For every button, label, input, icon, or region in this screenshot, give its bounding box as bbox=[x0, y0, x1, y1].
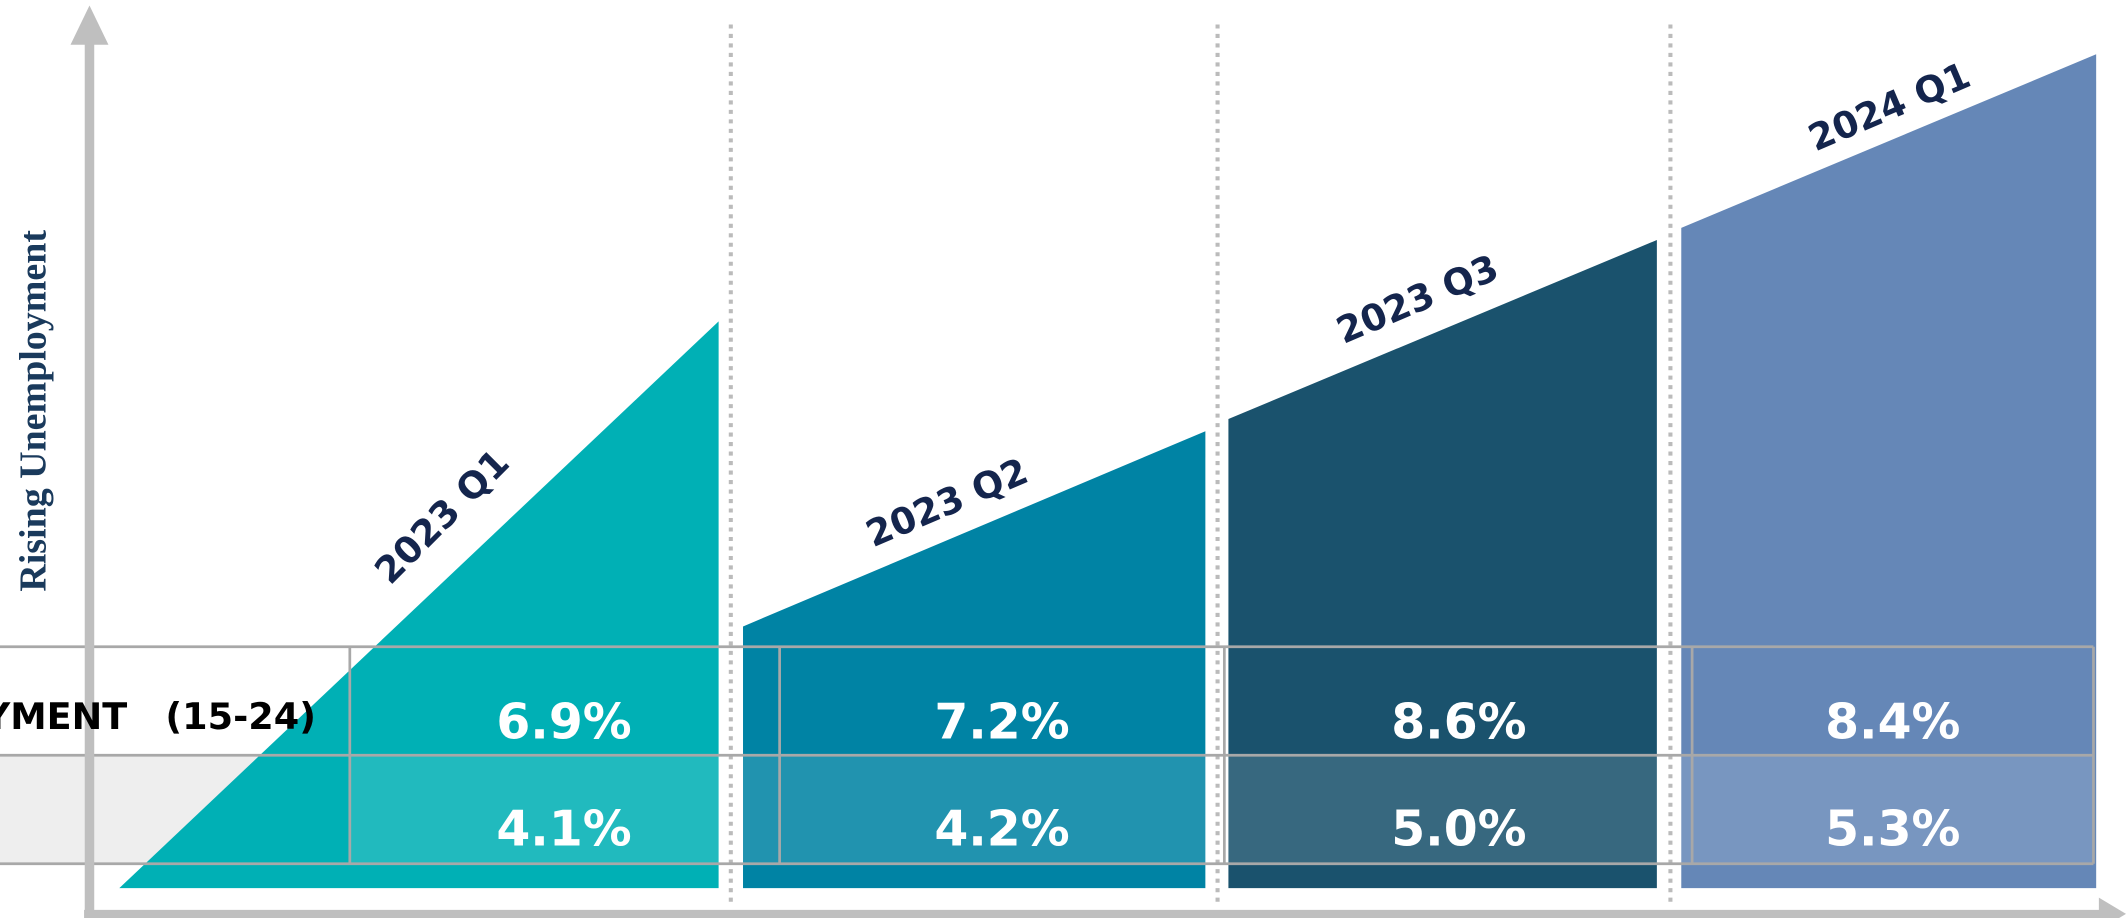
value: 8.4% bbox=[1825, 693, 1960, 750]
value: 4.2% bbox=[934, 801, 1069, 858]
y-arrow bbox=[70, 5, 109, 45]
row-label: YMENT (15-24) bbox=[0, 695, 316, 738]
shape-q2 bbox=[743, 431, 1206, 889]
shape-q4 bbox=[1681, 54, 2097, 889]
table-grid bbox=[0, 645, 2095, 866]
axis-label: Rising Unemployment bbox=[12, 230, 54, 592]
row-overlay bbox=[349, 755, 2094, 864]
value: 6.9% bbox=[496, 693, 631, 750]
shape-q3 bbox=[1228, 240, 1657, 889]
value: 4.1% bbox=[496, 801, 631, 858]
value: 7.2% bbox=[934, 693, 1069, 750]
axes bbox=[70, 5, 2126, 918]
value: 5.0% bbox=[1391, 801, 1526, 858]
value: 5.3% bbox=[1825, 801, 1960, 858]
x-arrow bbox=[2098, 897, 2126, 918]
shapes bbox=[119, 54, 2097, 889]
value: 8.6% bbox=[1391, 693, 1526, 750]
